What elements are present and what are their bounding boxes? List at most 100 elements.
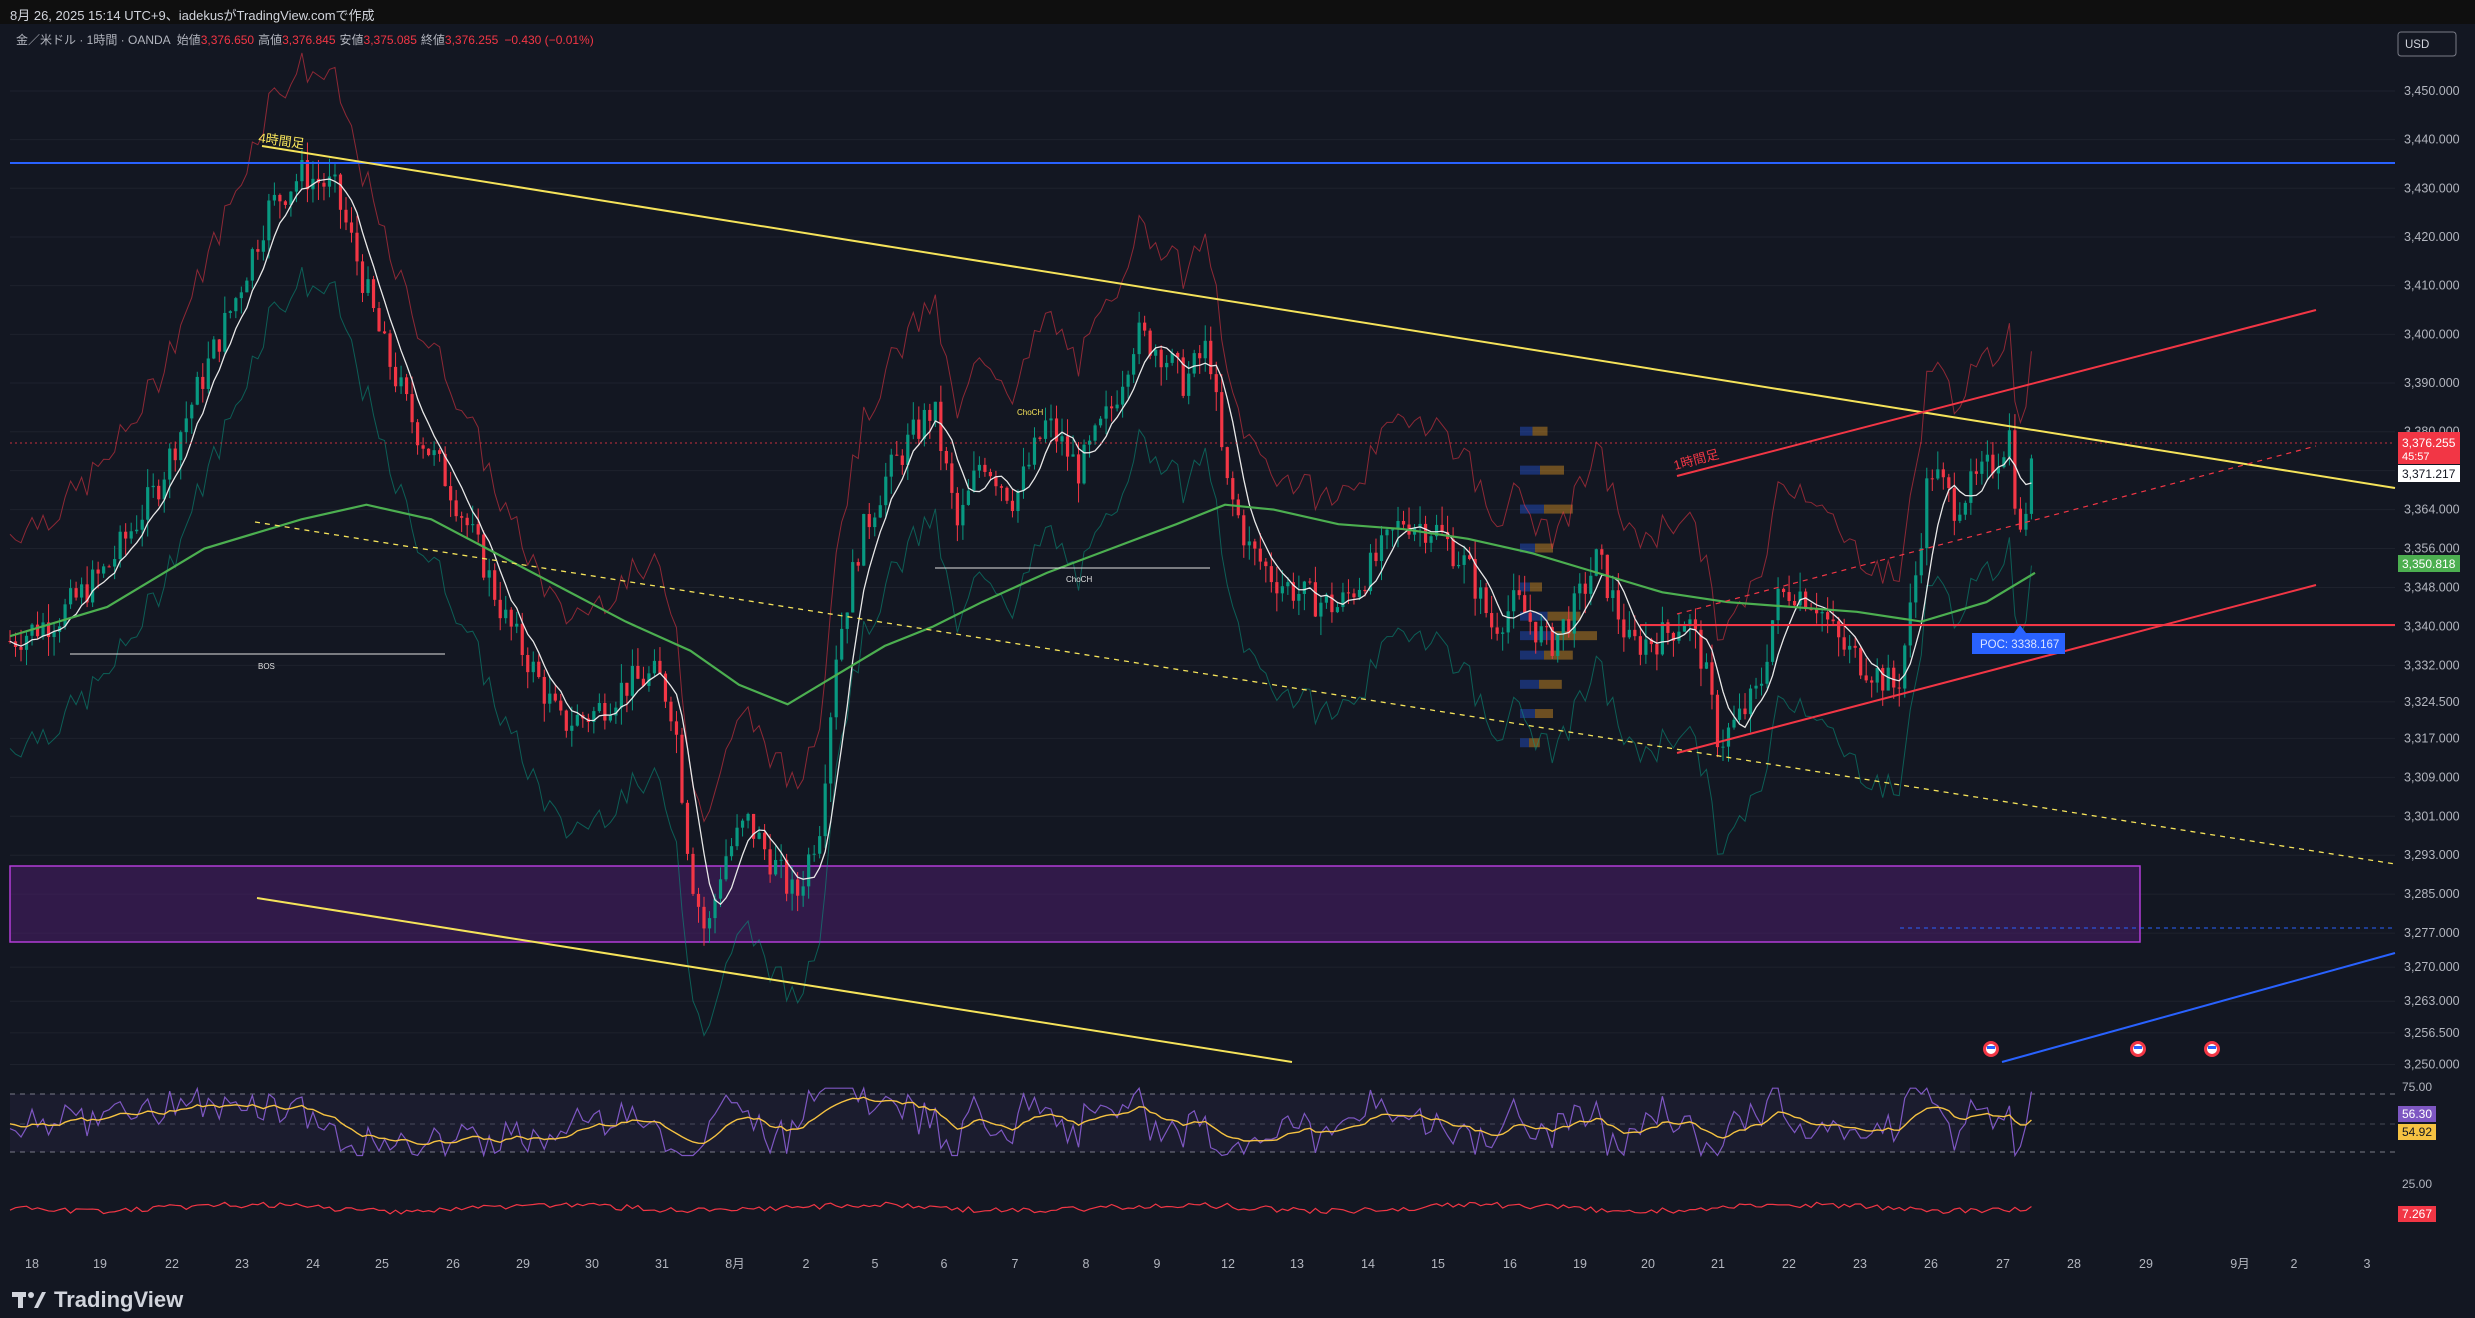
candle-body [1743,708,1747,715]
candle-body [118,531,122,560]
candle-body [135,529,139,532]
price-tick-label: 3,250.000 [2404,1058,2460,1072]
candle-body [267,200,271,241]
candle-body [597,703,601,712]
candle-body [283,201,287,205]
svg-text:USD: USD [2405,39,2429,51]
candle-body [895,454,899,456]
rsi-line [9,1086,2033,1158]
price-tick-label: 3,390.000 [2404,376,2460,390]
tradingview-logo[interactable]: TradingView [12,1287,183,1313]
candle-body [438,450,442,454]
candle-body [1925,478,1929,549]
candle-body [652,660,657,674]
candle-body [608,715,612,721]
price-tick-label: 3,430.000 [2404,181,2460,195]
us-event-flag-icon[interactable] [1983,1041,1999,1057]
candle-body [1308,581,1312,583]
volume-profile-bar [1520,679,1539,689]
price-tick-label: 3,400.000 [2404,327,2460,341]
candle-body [1506,611,1510,633]
candle-body [520,623,524,655]
candle-body [1748,688,1753,715]
candle-body [548,693,552,704]
price-tick-label: 3,263.000 [2404,994,2460,1008]
candle-body [933,401,937,421]
candle-body [1214,374,1218,393]
candle-body [680,734,684,803]
red-channel-lower [1676,584,2317,754]
candle-body [140,519,144,530]
rsi-ma-value-badge: 54.92 [2398,1124,2436,1140]
candle-body [1638,636,1642,655]
volume-profile-bar [1535,709,1553,719]
candle-body [928,409,932,421]
price-tick-label: 3,420.000 [2404,230,2460,244]
candle-body [432,450,436,456]
rsi-value-badge: 56.30 [2398,1106,2436,1122]
candle-body [1980,461,1984,474]
volume-profile-bar [1555,631,1597,641]
date-tick-label: 19 [93,1257,107,1271]
volume-profile-bar [1520,543,1535,553]
choch-label-1: ChoCH [1017,408,1043,417]
date-tick-label: 18 [25,1257,39,1271]
volume-profile-bar [1520,426,1533,436]
candle-body [751,813,756,839]
candle-body [223,312,227,352]
candle-body [829,717,833,784]
candle-body [812,853,816,855]
candle-body [333,174,337,177]
price-axis[interactable]: 3,450.000 3,440.000 3,430.000 3,420.000 3,41… [2404,84,2460,1072]
candle-body [427,448,431,456]
candle-body [1594,549,1598,576]
bos-label: BOS [258,662,275,671]
candle-body [239,292,243,299]
candle-body [1176,353,1180,358]
candle-body [988,471,993,477]
candle-body [1473,558,1477,599]
candle-body [1286,582,1290,587]
chart-area[interactable]: 4時間足 1時間足 BOS ChoCH ChoCH POC: 3338.167 … [0,24,2475,1280]
candle-body [1434,524,1439,537]
candle-body [1357,589,1362,598]
candle-body [449,486,453,501]
date-tick-label: 16 [1503,1257,1517,1271]
candle-body [917,419,921,439]
candle-body [559,700,563,711]
currency-button[interactable]: USD [2397,31,2457,57]
us-event-flag-icon[interactable] [2204,1041,2220,1057]
candle-body [1611,590,1615,599]
candle-body [1110,406,1114,409]
svg-text:75.00: 75.00 [2402,1080,2432,1094]
candle-body [1600,549,1604,555]
candle-body [168,448,172,480]
candle-body [1462,555,1466,565]
candle-body [1076,454,1081,484]
candle-body [454,500,458,517]
price-tick-label: 3,332.000 [2404,658,2460,672]
candle-body [1561,619,1565,634]
candle-body [509,609,513,627]
candle-body [757,832,761,839]
time-axis[interactable]: 18 19 22 23 24 25 26 29 30 31 8月 2 5 6 7 8 9 12 13 14 15 16 19… [25,1257,2370,1271]
candle-body [564,710,568,731]
date-tick-label: 2 [803,1257,810,1271]
candle-body [1121,386,1125,405]
candle-body [256,249,260,252]
date-tick-label: 2 [2291,1257,2298,1271]
candle-body [856,562,860,566]
price-tick-label: 3,277.000 [2404,926,2460,940]
us-event-flag-icon[interactable] [2130,1041,2146,1057]
volume-profile-bar [1530,582,1542,592]
candle-body [663,673,668,702]
candle-body [1985,454,1989,462]
candle-body [1495,627,1499,634]
candle-body [1969,471,1973,503]
candle-body [977,464,982,471]
candle-body [1038,437,1042,439]
candle-body [922,409,926,439]
candle-body [906,434,910,465]
date-tick-label: 8月 [725,1257,744,1271]
candle-body [1721,746,1725,748]
